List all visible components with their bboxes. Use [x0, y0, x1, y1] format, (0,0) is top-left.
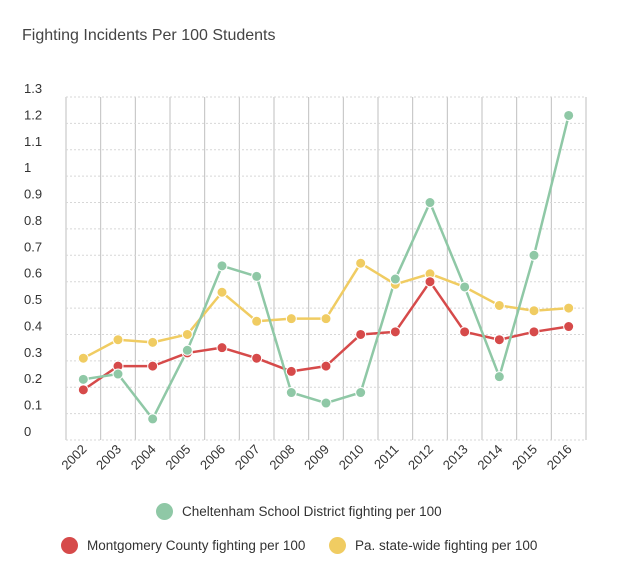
data-point-montgomery — [528, 326, 540, 338]
data-point-pa-statewide — [112, 334, 124, 346]
x-tick-label: 2004 — [128, 442, 159, 473]
data-point-montgomery — [459, 326, 471, 338]
y-tick-label: 0.4 — [24, 318, 42, 333]
y-tick-label: 0.2 — [24, 371, 42, 386]
data-point-cheltenham — [493, 371, 505, 383]
data-point-montgomery — [389, 326, 401, 338]
x-tick-label: 2005 — [162, 442, 193, 473]
x-tick-label: 2015 — [509, 442, 540, 473]
y-tick-label: 1.2 — [24, 107, 42, 122]
data-point-montgomery — [424, 276, 436, 288]
data-point-montgomery — [285, 365, 297, 377]
data-point-pa-statewide — [181, 328, 193, 340]
legend-item-cheltenham: Cheltenham School District fighting per … — [156, 503, 442, 520]
x-tick-label: 2013 — [440, 442, 471, 473]
x-tick-label: 2012 — [405, 442, 436, 473]
data-point-cheltenham — [285, 387, 297, 399]
grid-lines — [65, 96, 587, 441]
x-tick-label: 2003 — [93, 442, 124, 473]
y-tick-label: 0 — [24, 424, 31, 439]
data-point-cheltenham — [389, 273, 401, 285]
data-point-cheltenham — [181, 344, 193, 356]
data-point-pa-statewide — [285, 313, 297, 325]
y-tick-label: 0.3 — [24, 345, 42, 360]
series-points — [77, 109, 575, 425]
x-tick-label: 2002 — [58, 442, 89, 473]
data-point-montgomery — [320, 360, 332, 372]
data-point-montgomery — [493, 334, 505, 346]
legend-swatch-cheltenham — [156, 503, 173, 520]
data-point-montgomery — [563, 321, 575, 333]
data-point-montgomery — [355, 328, 367, 340]
x-tick-label: 2009 — [301, 442, 332, 473]
legend-item-montgomery: Montgomery County fighting per 100 — [61, 537, 305, 554]
y-tick-label: 1 — [24, 160, 31, 175]
data-point-montgomery — [77, 384, 89, 396]
data-point-cheltenham — [320, 397, 332, 409]
chart-title: Fighting Incidents Per 100 Students — [22, 27, 276, 44]
data-point-cheltenham — [77, 373, 89, 385]
x-tick-label: 2014 — [474, 442, 505, 473]
legend-swatch-pa-statewide — [329, 537, 346, 554]
legend-item-pa-statewide: Pa. state-wide fighting per 100 — [329, 537, 537, 554]
x-tick-label: 2006 — [197, 442, 228, 473]
x-tick-label: 2010 — [336, 442, 367, 473]
y-axis-ticks: 0 0.1 0.2 0.3 0.4 0.5 0.6 0.7 0.8 0.9 1 1.1 1.2 1.3 — [24, 81, 42, 439]
data-point-pa-statewide — [216, 286, 228, 298]
y-tick-label: 1.3 — [24, 81, 42, 96]
x-tick-label: 2016 — [544, 442, 575, 473]
data-point-pa-statewide — [563, 302, 575, 314]
data-point-pa-statewide — [251, 315, 263, 327]
data-point-cheltenham — [112, 368, 124, 380]
data-point-cheltenham — [147, 413, 159, 425]
y-tick-label: 1.1 — [24, 134, 42, 149]
data-point-cheltenham — [251, 270, 263, 282]
data-point-montgomery — [251, 352, 263, 364]
data-point-pa-statewide — [528, 305, 540, 317]
legend-label-montgomery: Montgomery County fighting per 100 — [87, 538, 306, 553]
x-axis-ticks: 2002 2003 2004 2005 2006 2007 2008 2009 2010 2011… — [58, 442, 574, 473]
y-tick-label: 0.1 — [24, 398, 42, 413]
data-point-cheltenham — [355, 387, 367, 399]
data-point-cheltenham — [424, 197, 436, 209]
x-tick-label: 2008 — [266, 442, 297, 473]
data-point-cheltenham — [528, 249, 540, 261]
legend-swatch-montgomery — [61, 537, 78, 554]
data-point-pa-statewide — [320, 313, 332, 325]
data-point-pa-statewide — [77, 352, 89, 364]
data-point-cheltenham — [216, 260, 228, 272]
data-point-pa-statewide — [147, 336, 159, 348]
y-tick-label: 0.6 — [24, 266, 42, 281]
data-point-montgomery — [216, 342, 228, 354]
x-tick-label: 2011 — [371, 442, 401, 472]
x-tick-label: 2007 — [232, 442, 263, 473]
y-tick-label: 0.8 — [24, 213, 42, 228]
data-point-montgomery — [147, 360, 159, 372]
legend-label-cheltenham: Cheltenham School District fighting per … — [182, 504, 442, 519]
y-tick-label: 0.7 — [24, 239, 42, 254]
data-point-pa-statewide — [355, 257, 367, 269]
data-point-pa-statewide — [493, 299, 505, 311]
y-tick-label: 0.9 — [24, 187, 42, 202]
data-point-cheltenham — [563, 109, 575, 121]
legend-label-pa-statewide: Pa. state-wide fighting per 100 — [355, 538, 538, 553]
data-point-cheltenham — [459, 281, 471, 293]
y-tick-label: 0.5 — [24, 292, 42, 307]
